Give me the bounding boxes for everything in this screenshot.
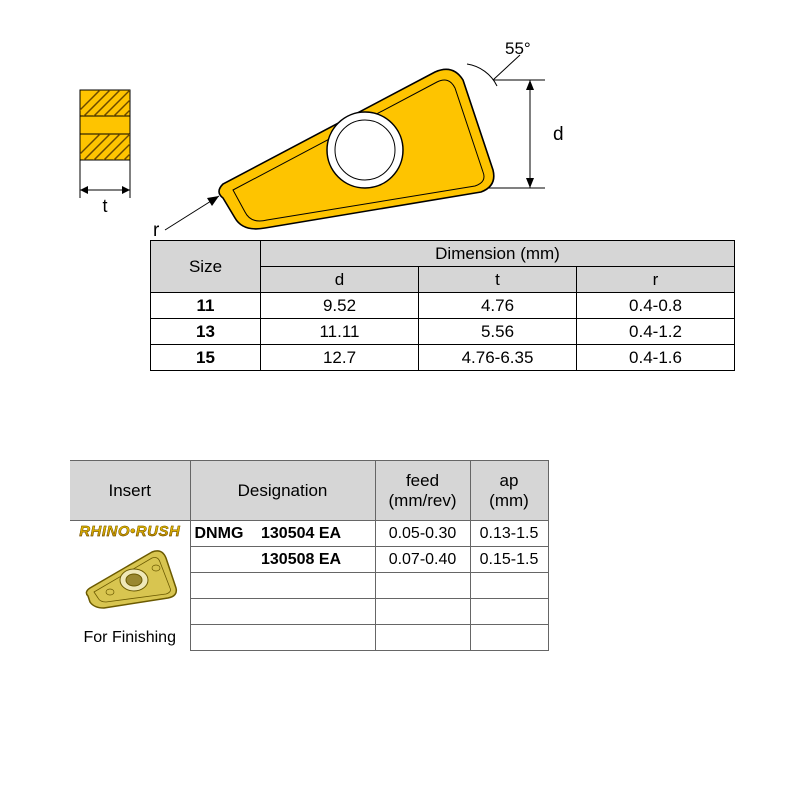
designation-header: Designation	[190, 461, 375, 521]
table-row: 15 12.7 4.76-6.35 0.4-1.6	[151, 345, 735, 371]
col-t: t	[419, 267, 577, 293]
size-header: Size	[151, 241, 261, 293]
dimension-header: Dimension (mm)	[261, 241, 735, 267]
top-view: d 55° r	[153, 40, 564, 241]
col-r: r	[577, 267, 735, 293]
col-d: d	[261, 267, 419, 293]
diagram-area: t d 55° r	[70, 40, 650, 240]
table-row: RHINO•RUSH For Finishing DNMG 130504 EA …	[70, 521, 548, 547]
table-row: 13 11.11 5.56 0.4-1.2	[151, 319, 735, 345]
mini-insert-icon	[80, 546, 180, 612]
feed-header: feed (mm/rev)	[375, 461, 470, 521]
insert-diagram: t d 55° r	[70, 40, 650, 250]
insert-header: Insert	[70, 461, 190, 521]
prefix: DNMG	[190, 521, 255, 547]
designation-table: Insert Designation feed (mm/rev) ap (mm)…	[70, 460, 549, 651]
finishing-label: For Finishing	[70, 629, 190, 647]
side-view: t	[70, 90, 150, 216]
insert-cell: RHINO•RUSH For Finishing	[70, 521, 190, 651]
dimension-table: Size Dimension (mm) d t r 11 9.52 4.76 0…	[150, 240, 735, 371]
r-label: r	[153, 220, 160, 241]
d-label: d	[553, 124, 564, 145]
angle-label: 55°	[505, 40, 531, 58]
t-label: t	[102, 196, 107, 216]
table-row: 11 9.52 4.76 0.4-0.8	[151, 293, 735, 319]
brand-logo: RHINO•RUSH	[70, 523, 190, 540]
ap-header: ap (mm)	[470, 461, 548, 521]
